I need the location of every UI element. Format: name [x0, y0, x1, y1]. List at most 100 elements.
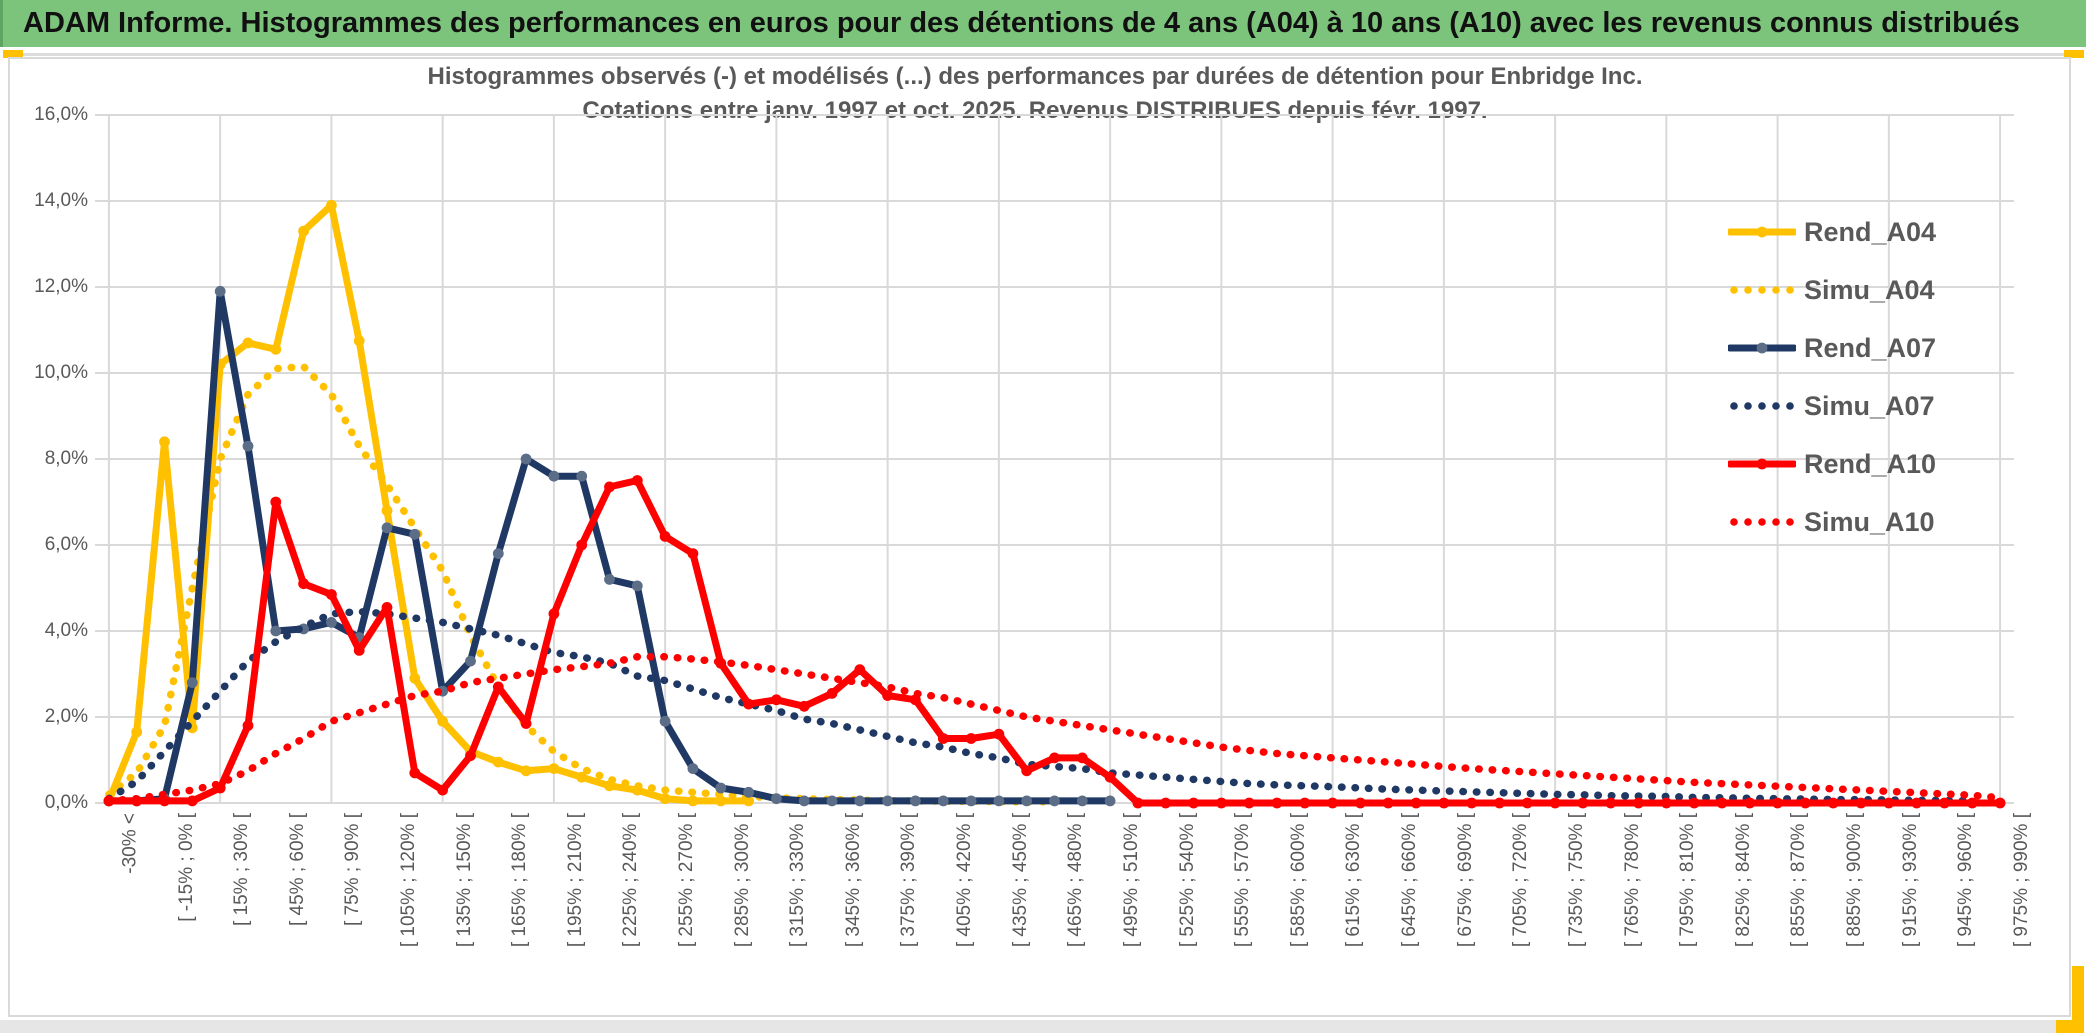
gold-border-top-right [2064, 50, 2084, 58]
chart-area[interactable] [8, 57, 2071, 1017]
series-marker-Rend_A10 [1966, 797, 1978, 809]
series-marker-Rend_A04 [381, 505, 393, 516]
series-marker-Rend_A04 [409, 672, 421, 684]
series-marker-Rend_A10 [353, 645, 365, 656]
series-marker-Rend_A07 [659, 715, 671, 727]
gold-border-right [2072, 966, 2084, 1033]
legend-item-simu_a07[interactable]: Simu_A07 [1728, 377, 1936, 435]
legend-label: Rend_A10 [1804, 448, 1937, 479]
x-tick-label: [ 195% ; 210% [ [564, 813, 586, 948]
series-marker-Rend_A10 [1049, 752, 1060, 764]
sheet-bottom-edge [0, 1020, 2056, 1033]
series-marker-Rend_A10 [1438, 797, 1450, 809]
series-marker-Rend_A04 [159, 436, 170, 448]
series-marker-Rend_A10 [743, 698, 754, 710]
legend-dotted-line-swatch [1730, 286, 1794, 294]
series-marker-Rend_A10 [1021, 765, 1033, 777]
series-marker-Rend_A07 [937, 795, 949, 807]
y-tick-label: 4,0% [44, 620, 88, 641]
y-tick-label: 14,0% [34, 190, 88, 211]
series-marker-Rend_A10 [1939, 797, 1950, 809]
series-marker-Rend_A04 [326, 199, 337, 211]
legend-label: Rend_A04 [1804, 216, 1937, 247]
legend-item-simu_a10[interactable]: Simu_A10 [1728, 493, 1936, 551]
series-marker-Rend_A07 [826, 795, 838, 807]
series-marker-Rend_A07 [771, 793, 782, 805]
series-marker-Rend_A10 [242, 720, 254, 731]
series-marker-Rend_A10 [826, 688, 838, 699]
series-marker-Rend_A04 [548, 763, 560, 774]
series-marker-Rend_A10 [492, 681, 504, 693]
legend-label: Rend_A07 [1804, 332, 1937, 363]
series-marker-Rend_A07 [743, 786, 754, 798]
x-tick-label: [ 15% ; 30% [ [231, 813, 253, 927]
x-tick-label: [ 435% ; 450% [ [1009, 813, 1031, 948]
series-marker-Rend_A10 [1661, 797, 1672, 809]
x-tick-label: [ 225% ; 240% [ [620, 813, 642, 948]
x-tick-label: [ 555% ; 570% [ [1232, 813, 1254, 948]
series-marker-Rend_A07 [1021, 795, 1033, 807]
x-tick-label: [ 825% ; 840% [ [1732, 813, 1754, 948]
series-line-Simu_A07 [105, 607, 1977, 805]
series-line-Simu_A10 [105, 653, 2004, 805]
legend-item-rend_a07[interactable]: Rend_A07 [1728, 319, 1936, 377]
series-marker-Rend_A10 [1577, 797, 1589, 809]
series-marker-Rend_A04 [520, 765, 532, 777]
series-marker-Rend_A07 [492, 548, 504, 559]
series-marker-Rend_A10 [186, 795, 198, 807]
x-tick-label: [ 615% ; 630% [ [1343, 813, 1365, 948]
series-marker-Rend_A07 [910, 795, 921, 807]
series-marker-Rend_A10 [937, 733, 949, 744]
chart-title-line2: Cotations entre janv. 1997 et oct. 2025.… [582, 97, 1488, 124]
series-marker-Rend_A10 [326, 589, 337, 600]
series-marker-Rend_A07 [687, 763, 699, 774]
series-marker-Rend_A10 [1327, 797, 1338, 809]
x-tick-label: [ 885% ; 900% [ [1844, 813, 1866, 948]
series-marker-Rend_A10 [1633, 797, 1644, 809]
x-tick-label: [ 465% ; 480% [ [1065, 813, 1087, 948]
legend-item-rend_a10[interactable]: Rend_A10 [1728, 435, 1936, 493]
x-tick-label: [ 735% ; 750% [ [1566, 813, 1588, 948]
series-marker-Rend_A10 [1772, 797, 1783, 809]
series-marker-Rend_A07 [520, 453, 532, 465]
series-marker-Rend_A10 [631, 475, 643, 486]
x-tick-label: [ 705% ; 720% [ [1510, 813, 1532, 948]
series-marker-Rend_A07 [965, 795, 977, 807]
series-marker-Rend_A10 [1688, 797, 1700, 809]
series-marker-Rend_A10 [548, 608, 560, 620]
y-tick-label: 10,0% [34, 362, 88, 383]
series-marker-Rend_A10 [659, 531, 671, 542]
series-marker-Rend_A07 [1076, 795, 1088, 807]
series-line-Rend_A07 [105, 287, 1114, 805]
x-tick-label: [ 375% ; 390% [ [898, 813, 920, 948]
gold-border-bottom [2056, 1020, 2084, 1033]
series-marker-Rend_A10 [1299, 797, 1311, 809]
legend-solid-line-swatch [1728, 226, 1796, 238]
x-tick-label: [ 855% ; 870% [ [1788, 813, 1810, 948]
series-marker-Rend_A10 [1160, 797, 1172, 809]
gold-border-top-left [3, 50, 23, 58]
series-marker-Rend_A10 [1355, 797, 1366, 809]
series-marker-Rend_A07 [882, 795, 893, 807]
series-marker-Rend_A07 [409, 528, 421, 540]
y-tick-label: 0,0% [44, 792, 88, 813]
series-marker-Rend_A04 [437, 715, 448, 727]
legend-item-simu_a04[interactable]: Simu_A04 [1728, 261, 1936, 319]
series-marker-Rend_A07 [242, 440, 254, 452]
x-tick-label: [ 255% ; 270% [ [676, 813, 698, 948]
chart-title: Histogrammes observés (-) et modélisés (… [300, 60, 1770, 128]
series-marker-Rend_A04 [353, 335, 365, 347]
series-marker-Rend_A10 [1271, 797, 1283, 809]
series-marker-Rend_A10 [1827, 797, 1839, 809]
legend-item-rend_a04[interactable]: Rend_A04 [1728, 203, 1936, 261]
x-tick-label: [ 525% ; 540% [ [1176, 813, 1198, 948]
series-marker-Rend_A10 [298, 578, 309, 590]
series-marker-Rend_A07 [1104, 795, 1116, 807]
series-marker-Rend_A10 [1994, 797, 2006, 809]
series-marker-Rend_A07 [381, 522, 393, 534]
series-marker-Rend_A10 [520, 718, 532, 729]
series-marker-Rend_A07 [631, 580, 643, 592]
chart-title-line1: Histogrammes observés (-) et modélisés (… [427, 63, 1643, 90]
banner-divider [22, 53, 2068, 56]
